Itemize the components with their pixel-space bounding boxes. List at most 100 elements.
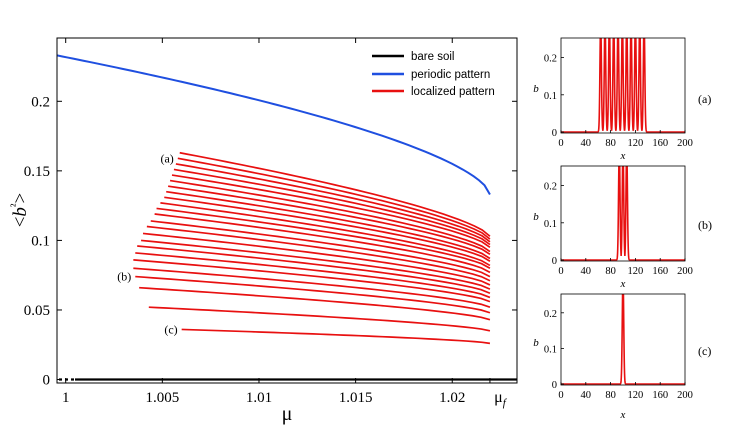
inset-a-x-tick-label: 40: [581, 138, 592, 149]
annotation-a: (a): [160, 151, 173, 165]
legend-label-periodic: periodic pattern: [411, 69, 490, 81]
inset-a-xlabel: x: [620, 150, 626, 162]
localized-branch-6: [169, 179, 491, 253]
inset-a-y-tick-label: 0.2: [544, 54, 557, 65]
inset-c-x-tick-label: 120: [628, 390, 644, 401]
localized-branch-22: [139, 286, 491, 321]
x-tick-label: 1: [62, 390, 70, 406]
plot-area: [57, 54, 517, 381]
inset-a-plot: [561, 38, 685, 133]
inset-panel-a: 0 40 80 120 160 200 0 0.1 0.2 x b (a): [533, 37, 711, 162]
x-tick-label: 1.02: [439, 390, 465, 406]
inset-b-profile: [561, 166, 685, 261]
inset-b-x-tick-label: 120: [628, 266, 644, 277]
inset-b-ticks: 0 40 80 120 160 200 0 0.1 0.2: [544, 182, 693, 277]
inset-c-x-tick-label: 200: [677, 390, 693, 401]
inset-a-frame: [560, 37, 686, 134]
localized-branch-19: [133, 259, 491, 303]
inset-c-y-tick-label: 0.1: [544, 344, 557, 355]
main-ticks: 1 1.005 1.01 1.015 1.02 μf 0 0.05 0.1 0.15 0.2: [24, 38, 517, 409]
inset-c-frame: [560, 293, 686, 386]
localized-branch-9: [164, 196, 491, 263]
localized-branch-18: [135, 252, 491, 299]
legend-label-localized: localized pattern: [411, 86, 495, 98]
inset-c-y-tick-label: 0: [552, 380, 557, 391]
localized-branch-3: [175, 163, 491, 243]
y-tick-label: 0.05: [24, 303, 50, 319]
inset-c-plot: [561, 294, 685, 385]
localized-branch-23: [148, 306, 491, 332]
inset-b-x-tick-label: 160: [652, 266, 668, 277]
localized-branch-13: [150, 220, 491, 278]
y-axis-label-exp: ²: [8, 203, 22, 207]
localized-branch-8: [166, 190, 491, 260]
localized-branch-14: [146, 225, 491, 282]
x-tick-label-mu-f-sub: f: [503, 397, 508, 409]
branch-annotations: (a) (b) (c): [117, 151, 177, 336]
inset-a-x-tick-label: 200: [677, 138, 693, 149]
annotation-b: (b): [117, 270, 131, 284]
inset-c-ylabel: b: [533, 337, 539, 349]
inset-a-x-tick-label: 80: [605, 138, 616, 149]
inset-a-y-tick-label: 0.1: [544, 91, 557, 102]
inset-c-profile: [561, 294, 685, 385]
y-axis-label-close: >: [10, 193, 31, 204]
inset-c-x-tick-label: 80: [605, 390, 616, 401]
localized-branch-24: [181, 328, 491, 345]
inset-b-y-tick-label: 0.2: [544, 182, 557, 193]
y-tick-label: 0.15: [24, 164, 50, 180]
inset-c-x-tick-label: 40: [581, 390, 592, 401]
x-axis-label: μ: [282, 403, 293, 425]
inset-b-y-tick-label: 0: [552, 256, 557, 267]
inset-b-plot: [561, 166, 685, 261]
y-axis-label-var: b: [10, 207, 31, 217]
y-tick-label: 0.1: [31, 233, 50, 249]
inset-b-x-tick-label: 200: [677, 266, 693, 277]
legend: bare soil periodic pattern localized pat…: [372, 51, 495, 98]
main-axes-frame: [56, 37, 518, 384]
localized-branch-5: [171, 174, 491, 249]
inset-a-x-tick-label: 160: [652, 138, 668, 149]
inset-c-ticks: 0 40 80 120 160 200 0 0.1 0.2: [544, 309, 693, 401]
periodic-pattern-curve: [57, 54, 491, 196]
inset-a-panel-label: (a): [698, 92, 711, 106]
x-tick-label-mu-f: μf: [494, 389, 508, 409]
localized-branch-7: [168, 185, 491, 256]
inset-a-x-tick-label: 0: [558, 138, 563, 149]
inset-c-panel-label: (c): [698, 344, 711, 358]
localized-branch-11: [156, 207, 491, 269]
localized-branch-10: [160, 202, 491, 267]
inset-c-xlabel: x: [620, 409, 626, 421]
legend-label-bare-soil: bare soil: [411, 51, 454, 63]
localized-branch-4: [173, 168, 491, 246]
localized-branch-1: [179, 151, 491, 237]
inset-a-y-tick-label: 0: [552, 128, 557, 139]
y-tick-label: 0: [43, 373, 51, 389]
localized-branch-16: [140, 239, 491, 290]
annotation-c: (c): [164, 322, 177, 336]
inset-b-x-tick-label: 40: [581, 266, 592, 277]
inset-c-x-tick-label: 0: [558, 390, 563, 401]
localized-branch-2: [177, 157, 491, 240]
inset-b-x-tick-label: 0: [558, 266, 563, 277]
inset-a-ticks: 0 40 80 120 160 200 0 0.1 0.2: [544, 54, 693, 149]
localized-branch-12: [154, 213, 491, 274]
inset-a-x-tick-label: 120: [628, 138, 644, 149]
y-tick-label: 0.2: [31, 94, 50, 110]
localized-branch-15: [142, 232, 491, 286]
inset-c-y-tick-label: 0.2: [544, 309, 557, 320]
inset-b-xlabel: x: [620, 278, 626, 290]
localized-branch-20: [133, 267, 491, 308]
inset-b-frame: [560, 165, 686, 262]
inset-b-ylabel: b: [533, 211, 539, 223]
inset-b-panel-label: (b): [698, 218, 712, 232]
x-tick-label: 1.015: [339, 390, 373, 406]
localized-branch-21: [135, 275, 491, 314]
inset-a-profile: [561, 38, 685, 133]
y-axis-label: <b²>: [8, 193, 31, 228]
inset-a-ylabel: b: [533, 83, 539, 95]
main-chart: (a)(b)(c) 1 1.005 1.01 1.015 1.02 μf00.050.10…: [8, 37, 518, 425]
inset-panel-b: 0 40 80 120 160 200 0 0.1 0.2 x b (b): [533, 165, 712, 290]
inset-panel-c: 0 40 80 120 160 200 0 0.1 0.2 x b (c): [533, 293, 711, 421]
x-tick-label: 1.01: [246, 390, 272, 406]
